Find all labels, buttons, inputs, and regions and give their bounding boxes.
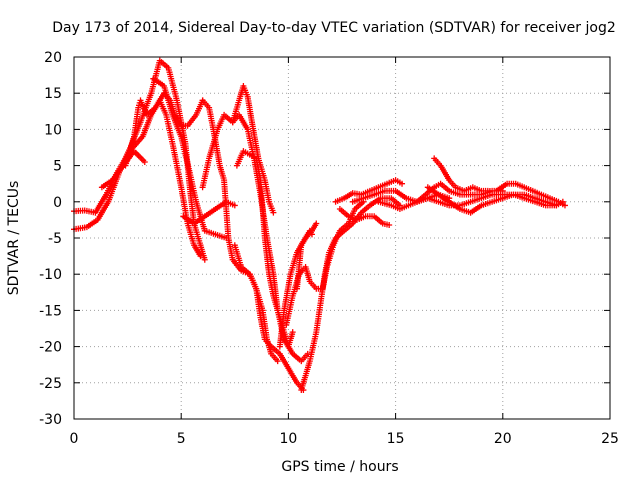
y-axis-label: SDTVAR / TECUs (6, 181, 22, 296)
x-tick-label: 0 (70, 431, 79, 447)
data-track-0-15 (336, 206, 393, 228)
data-track-0-16 (332, 177, 406, 205)
data-track-0-4 (150, 75, 230, 241)
x-tick-label: 20 (494, 431, 512, 447)
y-tick-label: 15 (44, 86, 62, 102)
x-tick-label: 10 (279, 431, 297, 447)
data-track-0-19 (431, 155, 493, 194)
y-tick-label: -20 (39, 340, 62, 356)
data-track-0-10 (231, 242, 281, 365)
y-tick-label: -25 (39, 376, 62, 392)
data-track-0-13 (294, 227, 315, 292)
y-tick-label: -15 (39, 303, 62, 319)
y-tick-label: 20 (44, 50, 62, 66)
y-tick-label: -5 (48, 231, 62, 247)
y-tick-label: -10 (39, 267, 62, 283)
data-track-0-9 (233, 148, 296, 350)
data-track-0-2 (98, 148, 148, 191)
x-tick-label: 25 (601, 431, 619, 447)
data-points (71, 57, 568, 394)
data-track-0-23 (499, 191, 566, 209)
x-axis-label: GPS time / hours (281, 459, 398, 475)
y-tick-label: 0 (53, 195, 62, 211)
plot-frame (73, 56, 611, 420)
x-tick-label: 15 (387, 431, 405, 447)
y-tick-label: 10 (44, 122, 62, 138)
chart-title: Day 173 of 2014, Sidereal Day-to-day VTE… (52, 20, 615, 36)
data-track-0-3 (122, 90, 206, 169)
y-tick-label: -30 (39, 412, 62, 428)
y-tick-label: 5 (53, 159, 62, 175)
x-tick-label: 5 (177, 431, 186, 447)
